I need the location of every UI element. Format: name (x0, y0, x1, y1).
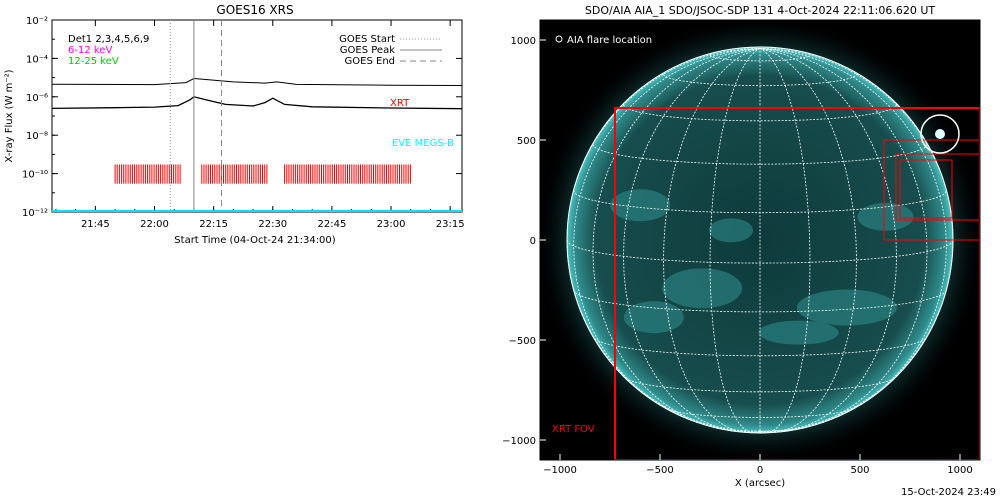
latitude-line (573, 289, 947, 313)
left-plot-frame (51, 19, 463, 213)
latitude-line (663, 73, 857, 86)
xrt-fov-label: XRT FOV (552, 424, 595, 435)
legend-goes-end: GOES End (345, 56, 395, 67)
latitude-line (592, 335, 928, 357)
corona-glow (540, 20, 980, 460)
left-y-tick-label: 10⁻¹⁰ (22, 170, 48, 181)
right-y-tick-label: 1000 (511, 36, 536, 47)
right-x-axis-label: X (arcsec) (735, 478, 785, 489)
longitude-line (573, 48, 761, 432)
goes-xrs-chart: GOES16 XRS 10⁻² 10⁻⁴ 10⁻⁶ 10⁻⁸ 10⁻¹⁰ 10⁻¹² 21… (4, 3, 465, 246)
left-y-tick-label: 10⁻¹² (22, 208, 48, 219)
bright-region (623, 301, 684, 334)
legend-goes-start: GOES Start (339, 34, 395, 45)
left-x-tick-label: 23:15 (436, 219, 465, 230)
left-x-tick-label: 22:00 (140, 219, 169, 230)
left-x-ticks: 21:45 22:00 22:15 22:30 22:45 23:00 23:15 (55, 20, 465, 230)
aia-flare-circle (920, 114, 960, 154)
right-y-tick-label: −1000 (502, 436, 536, 447)
xrs-series-line (51, 96, 463, 110)
xrt-label: XRT (390, 98, 410, 109)
left-y-axis-label: X-ray Flux (W m⁻²) (4, 69, 15, 162)
latitude-line (623, 375, 897, 393)
xrt-sub-box (899, 159, 953, 219)
left-y-tick-label: 10⁻⁶ (26, 93, 48, 104)
right-x-tick-label: 500 (850, 465, 869, 476)
aia-image-background (540, 20, 980, 460)
xrt-sub-box (895, 153, 980, 221)
longitude-line (709, 48, 761, 434)
latitude-line (592, 144, 928, 165)
xrt-fov-box (614, 107, 980, 460)
longitude-line (566, 48, 761, 432)
bright-region (662, 268, 743, 309)
right-x-tick-label: −1000 (543, 465, 577, 476)
xrs-series-line (51, 77, 463, 86)
right-y-tick-label: −500 (509, 336, 536, 347)
longitude-line (759, 48, 954, 432)
band2-label: 12-25 keV (68, 56, 119, 67)
longitude-line (759, 48, 897, 433)
flare-legend-marker (555, 35, 563, 43)
left-x-tick-label: 23:00 (377, 219, 406, 230)
solar-disk (567, 47, 953, 433)
right-y-ticks: 1000 500 0 −500 −1000 (502, 36, 546, 447)
heliographic-grid (566, 46, 954, 434)
left-title: GOES16 XRS (216, 3, 293, 17)
right-x-tick-label: 0 (757, 465, 763, 476)
bright-region (610, 189, 671, 222)
right-plot-frame (539, 19, 981, 461)
longitude-line (663, 48, 761, 434)
latitude-line (663, 405, 857, 418)
bright-region (796, 289, 897, 326)
right-title: SDO/AIA AIA_1 SDO/JSOC-SDP 131 4-Oct-202… (585, 4, 936, 17)
goes-time-markers (169, 20, 223, 212)
longitude-line (759, 48, 947, 432)
footer-timestamp: 15-Oct-2024 23:49 (901, 487, 996, 498)
longitude-line (592, 48, 761, 433)
latitude-line (623, 104, 897, 122)
left-y-tick-label: 10⁻⁴ (26, 54, 48, 65)
right-y-tick-label: 500 (517, 136, 536, 147)
longitude-line (759, 48, 811, 434)
left-x-tick-label: 22:15 (199, 219, 228, 230)
longitude-line (623, 48, 761, 433)
right-y-tick-label: 0 (530, 236, 536, 247)
left-x-axis-label: Start Time (04-Oct-24 21:34:00) (174, 235, 335, 246)
left-x-tick-label: 22:45 (317, 219, 346, 230)
left-y-tick-label: 10⁻⁸ (26, 131, 48, 142)
instrument-overlap-label: Det1 2,3,4,5,6,9 (68, 34, 149, 45)
xrt-coverage-bars (114, 164, 411, 184)
longitude-line (759, 48, 857, 434)
bright-region (758, 320, 839, 345)
left-series (51, 77, 463, 110)
latitude-line (709, 54, 811, 62)
band1-label: 6-12 keV (68, 45, 112, 56)
latitude-line (709, 424, 811, 432)
latitude-line (566, 239, 954, 264)
bright-region (857, 202, 914, 231)
left-x-tick-label: 21:45 (81, 219, 110, 230)
left-x-tick-label: 22:30 (258, 219, 287, 230)
legend-goes-peak: GOES Peak (340, 45, 395, 56)
xrt-fov-boxes (614, 107, 980, 460)
active-region-texture (610, 189, 914, 345)
right-x-ticks: −1000 −500 0 500 1000 (543, 454, 973, 476)
eve-label: EVE MEGS-B (392, 138, 454, 149)
longitude-line (759, 48, 928, 433)
flare-legend-label: AIA flare location (567, 35, 652, 46)
left-y-tick-label: 10⁻² (26, 16, 48, 27)
bright-region (709, 218, 754, 243)
latitude-line (573, 190, 947, 214)
limb-circle (566, 46, 954, 434)
xrt-sub-box (883, 139, 980, 241)
right-x-tick-label: −500 (646, 465, 673, 476)
flare-bright-kernel (935, 129, 945, 139)
right-x-tick-label: 1000 (947, 465, 972, 476)
